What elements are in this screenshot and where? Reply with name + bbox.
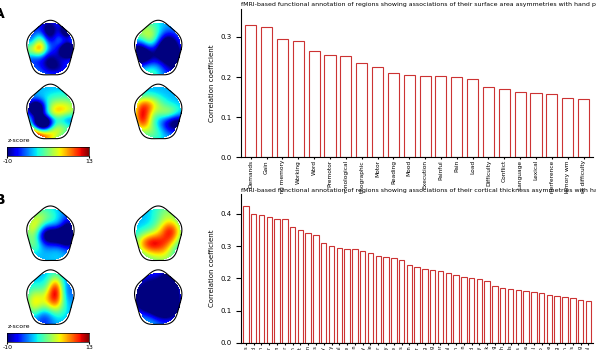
- Bar: [523, 291, 529, 343]
- Bar: [309, 51, 319, 157]
- Bar: [306, 233, 311, 343]
- Bar: [435, 76, 446, 157]
- Bar: [499, 89, 510, 157]
- Bar: [539, 293, 544, 343]
- Bar: [352, 249, 358, 343]
- Bar: [451, 77, 462, 157]
- Bar: [516, 290, 521, 343]
- Bar: [297, 230, 303, 343]
- Bar: [282, 219, 287, 343]
- Bar: [570, 299, 576, 343]
- Bar: [508, 289, 513, 343]
- Bar: [547, 295, 552, 343]
- Text: z-score: z-score: [7, 139, 30, 143]
- Bar: [259, 216, 264, 343]
- Bar: [578, 99, 589, 157]
- Bar: [586, 301, 591, 343]
- Bar: [414, 267, 420, 343]
- Bar: [277, 39, 288, 157]
- Bar: [293, 41, 304, 157]
- Bar: [500, 288, 505, 343]
- Bar: [467, 79, 478, 157]
- Bar: [547, 94, 557, 157]
- Bar: [446, 273, 451, 343]
- Bar: [477, 279, 482, 343]
- Bar: [438, 271, 443, 343]
- Bar: [562, 98, 573, 157]
- Bar: [514, 92, 526, 157]
- Bar: [469, 278, 474, 343]
- Bar: [554, 296, 560, 343]
- Bar: [383, 257, 389, 343]
- Bar: [430, 270, 436, 343]
- Bar: [483, 87, 494, 157]
- Bar: [562, 297, 568, 343]
- Bar: [420, 76, 431, 157]
- Bar: [340, 56, 352, 157]
- Bar: [375, 256, 381, 343]
- Bar: [530, 93, 542, 157]
- Bar: [360, 251, 365, 343]
- Bar: [245, 25, 256, 157]
- Bar: [454, 275, 459, 343]
- Bar: [485, 281, 490, 343]
- Bar: [461, 277, 467, 343]
- Bar: [356, 63, 367, 157]
- Bar: [266, 217, 272, 343]
- Bar: [403, 75, 415, 157]
- Bar: [243, 206, 249, 343]
- Bar: [406, 266, 412, 343]
- Bar: [372, 67, 383, 157]
- Y-axis label: Correlation coefficient: Correlation coefficient: [209, 230, 215, 307]
- Bar: [261, 27, 272, 157]
- Bar: [274, 219, 280, 343]
- Bar: [251, 214, 256, 343]
- Text: fMRI-based functional annotation of regions showing associations of their surfac: fMRI-based functional annotation of regi…: [241, 2, 596, 7]
- Bar: [531, 292, 536, 343]
- Bar: [324, 55, 336, 157]
- Bar: [422, 269, 428, 343]
- Text: z-score: z-score: [7, 324, 30, 329]
- Text: B: B: [0, 193, 5, 207]
- Bar: [321, 243, 327, 343]
- Bar: [391, 258, 396, 343]
- Bar: [329, 246, 334, 343]
- Text: fMRI-based functional annotation of regions showing associations of their cortic: fMRI-based functional annotation of regi…: [241, 188, 596, 193]
- Bar: [313, 235, 319, 343]
- Bar: [337, 248, 342, 343]
- Bar: [492, 287, 498, 343]
- Text: A: A: [0, 7, 5, 21]
- Bar: [399, 260, 404, 343]
- Y-axis label: Correlation coefficient: Correlation coefficient: [209, 44, 215, 122]
- Bar: [344, 249, 350, 343]
- Bar: [388, 73, 399, 157]
- Bar: [290, 227, 296, 343]
- Bar: [578, 300, 583, 343]
- Bar: [368, 253, 373, 343]
